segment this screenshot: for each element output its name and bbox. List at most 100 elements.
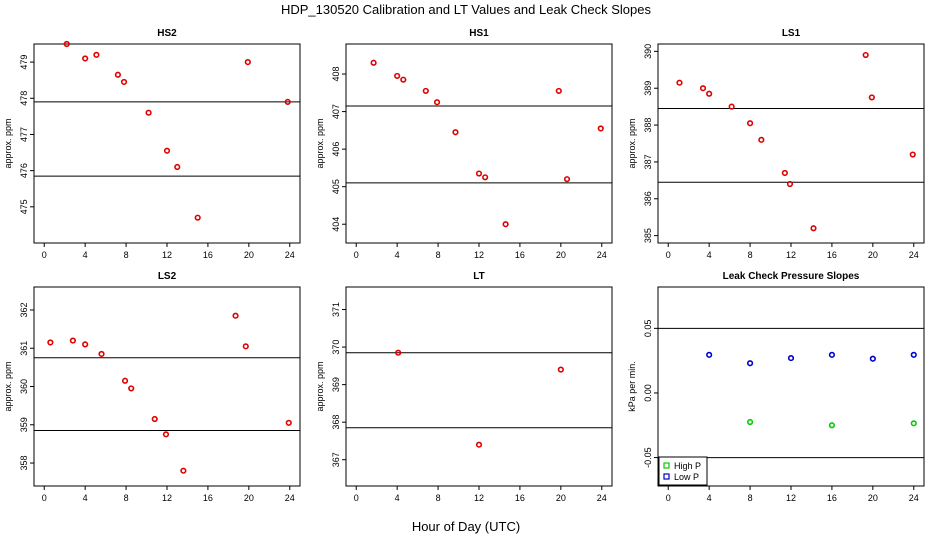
- y-tick-label: 390: [643, 44, 653, 59]
- data-point: [555, 87, 562, 95]
- y-tick-label: 367: [331, 452, 341, 467]
- y-tick-label: -0.05: [643, 447, 653, 468]
- data-point: [910, 420, 917, 427]
- data-point: [746, 120, 754, 127]
- y-tick-label: 479: [19, 55, 29, 70]
- panel-lt: LT 0 4 8 12 16 20 24 367 368 369 370 371 approx. ppm: [315, 271, 613, 503]
- y-tick-label: 406: [331, 142, 341, 157]
- panel-hs2: HS2 0 4 8 12 16 20 24 475 476 477 478 479 approx. ppm: [3, 28, 301, 260]
- x-tick-label: 8: [124, 493, 129, 503]
- x-tick-label: 24: [285, 250, 295, 260]
- x-tick-label: 0: [354, 493, 359, 503]
- data-point: [98, 350, 105, 358]
- x-tick-label: 20: [244, 250, 254, 260]
- panel-title: LS2: [158, 271, 177, 282]
- y-tick-label: 405: [331, 179, 341, 194]
- data-point: [120, 78, 128, 86]
- data-point: [433, 99, 441, 106]
- panel-hs1: HS1 0 4 8 12 16 20 24 404 405 406 407 408 approx. ppm: [315, 28, 613, 260]
- legend-label: Low P: [674, 472, 699, 482]
- x-tick-label: 0: [666, 493, 671, 503]
- data-point: [69, 337, 76, 344]
- y-axis-label: approx. ppm: [3, 361, 13, 411]
- panel-title: Leak Check Pressure Slopes: [723, 271, 860, 282]
- data-point: [400, 76, 407, 83]
- y-tick-label: 476: [19, 163, 29, 178]
- legend-marker: [663, 473, 670, 480]
- figure-title: HDP_130520 Calibration and LT Values and…: [281, 2, 652, 17]
- y-axis-label: approx. ppm: [315, 361, 325, 411]
- y-tick-label: 386: [643, 191, 653, 206]
- x-tick-label: 0: [42, 493, 47, 503]
- plot-frame: [345, 43, 613, 244]
- data-point: [63, 40, 70, 48]
- data-point: [180, 467, 187, 474]
- x-tick-label: 4: [395, 493, 400, 503]
- y-tick-label: 388: [643, 118, 653, 133]
- plot-frame: [33, 286, 301, 487]
- data-point: [475, 441, 483, 448]
- x-tick-label: 20: [244, 493, 254, 503]
- panel-title: LT: [473, 271, 484, 282]
- data-point: [862, 51, 869, 59]
- x-tick-label: 12: [474, 493, 484, 503]
- x-tick-label: 4: [83, 250, 88, 260]
- data-point: [706, 351, 713, 358]
- data-point: [121, 377, 129, 384]
- data-point: [563, 176, 571, 183]
- data-point: [82, 55, 89, 62]
- data-point: [162, 431, 170, 438]
- data-point: [82, 341, 89, 348]
- x-tick-label: 4: [707, 493, 712, 503]
- x-tick-label: 12: [162, 250, 172, 260]
- x-tick-label: 8: [748, 250, 753, 260]
- legend-marker: [663, 462, 670, 469]
- y-tick-label: 361: [19, 341, 29, 356]
- data-point: [475, 170, 483, 177]
- data-point: [47, 339, 54, 346]
- y-tick-label: 404: [331, 217, 341, 232]
- data-point: [395, 349, 402, 356]
- data-point: [557, 366, 564, 373]
- y-tick-label: 370: [331, 340, 341, 355]
- x-tick-label: 20: [868, 250, 878, 260]
- data-point: [370, 59, 377, 66]
- x-tick-label: 12: [162, 493, 172, 503]
- x-tick-label: 8: [436, 250, 441, 260]
- data-point: [502, 221, 509, 228]
- data-point: [676, 79, 683, 86]
- data-point: [910, 351, 917, 358]
- y-tick-label: 358: [19, 456, 29, 471]
- y-tick-label: 0.05: [643, 320, 653, 338]
- data-point: [242, 343, 249, 350]
- legend-label: High P: [674, 461, 701, 471]
- data-point: [194, 214, 201, 221]
- plot-frame: [657, 286, 925, 487]
- panel-ls1: LS1 0 4 8 12 16 20 24 385 386 387 388 389 390 approx. …: [627, 28, 925, 260]
- panel-title: LS1: [782, 28, 801, 39]
- y-axis-label: approx. ppm: [3, 118, 13, 168]
- x-tick-label: 0: [354, 250, 359, 260]
- data-point: [758, 136, 765, 143]
- x-tick-label: 16: [515, 250, 525, 260]
- data-point: [285, 419, 292, 426]
- y-axis-label: approx. ppm: [627, 118, 637, 168]
- data-point: [114, 71, 121, 78]
- panel-ls2: LS2 0 4 8 12 16 20 24 358 359 360 361 362 approx. ppm: [3, 271, 301, 503]
- legend-box: [658, 456, 708, 486]
- y-axis-label: kPa per min.: [627, 361, 637, 412]
- y-tick-label: 359: [19, 417, 29, 432]
- data-point: [232, 312, 239, 319]
- y-tick-label: 360: [19, 379, 29, 394]
- data-point: [151, 415, 158, 423]
- y-tick-label: 385: [643, 228, 653, 243]
- x-tick-label: 4: [83, 493, 88, 503]
- data-point: [394, 72, 401, 80]
- y-tick-label: 408: [331, 67, 341, 82]
- y-tick-label: 477: [19, 127, 29, 142]
- plot-frame: [33, 43, 301, 244]
- x-tick-label: 16: [515, 493, 525, 503]
- y-tick-label: 407: [331, 104, 341, 119]
- data-point: [93, 51, 100, 58]
